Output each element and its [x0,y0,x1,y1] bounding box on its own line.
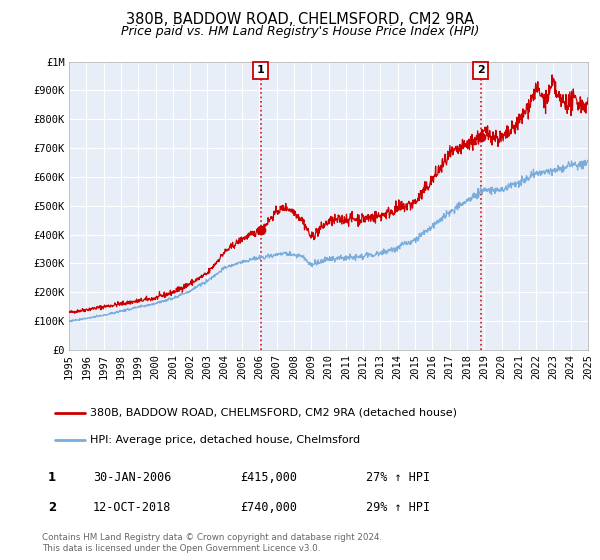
Text: Price paid vs. HM Land Registry's House Price Index (HPI): Price paid vs. HM Land Registry's House … [121,25,479,38]
Text: 380B, BADDOW ROAD, CHELMSFORD, CM2 9RA (detached house): 380B, BADDOW ROAD, CHELMSFORD, CM2 9RA (… [90,408,457,418]
Text: 12-OCT-2018: 12-OCT-2018 [93,501,172,515]
Text: Contains HM Land Registry data © Crown copyright and database right 2024.
This d: Contains HM Land Registry data © Crown c… [42,533,382,553]
Text: 380B, BADDOW ROAD, CHELMSFORD, CM2 9RA: 380B, BADDOW ROAD, CHELMSFORD, CM2 9RA [126,12,474,27]
Text: 2: 2 [48,501,56,515]
Text: 2: 2 [476,66,484,75]
Text: 27% ↑ HPI: 27% ↑ HPI [366,470,430,484]
Text: £740,000: £740,000 [240,501,297,515]
Text: HPI: Average price, detached house, Chelmsford: HPI: Average price, detached house, Chel… [90,436,360,445]
Text: £415,000: £415,000 [240,470,297,484]
Text: 29% ↑ HPI: 29% ↑ HPI [366,501,430,515]
Text: 30-JAN-2006: 30-JAN-2006 [93,470,172,484]
Text: 1: 1 [257,66,265,75]
Text: 1: 1 [48,470,56,484]
